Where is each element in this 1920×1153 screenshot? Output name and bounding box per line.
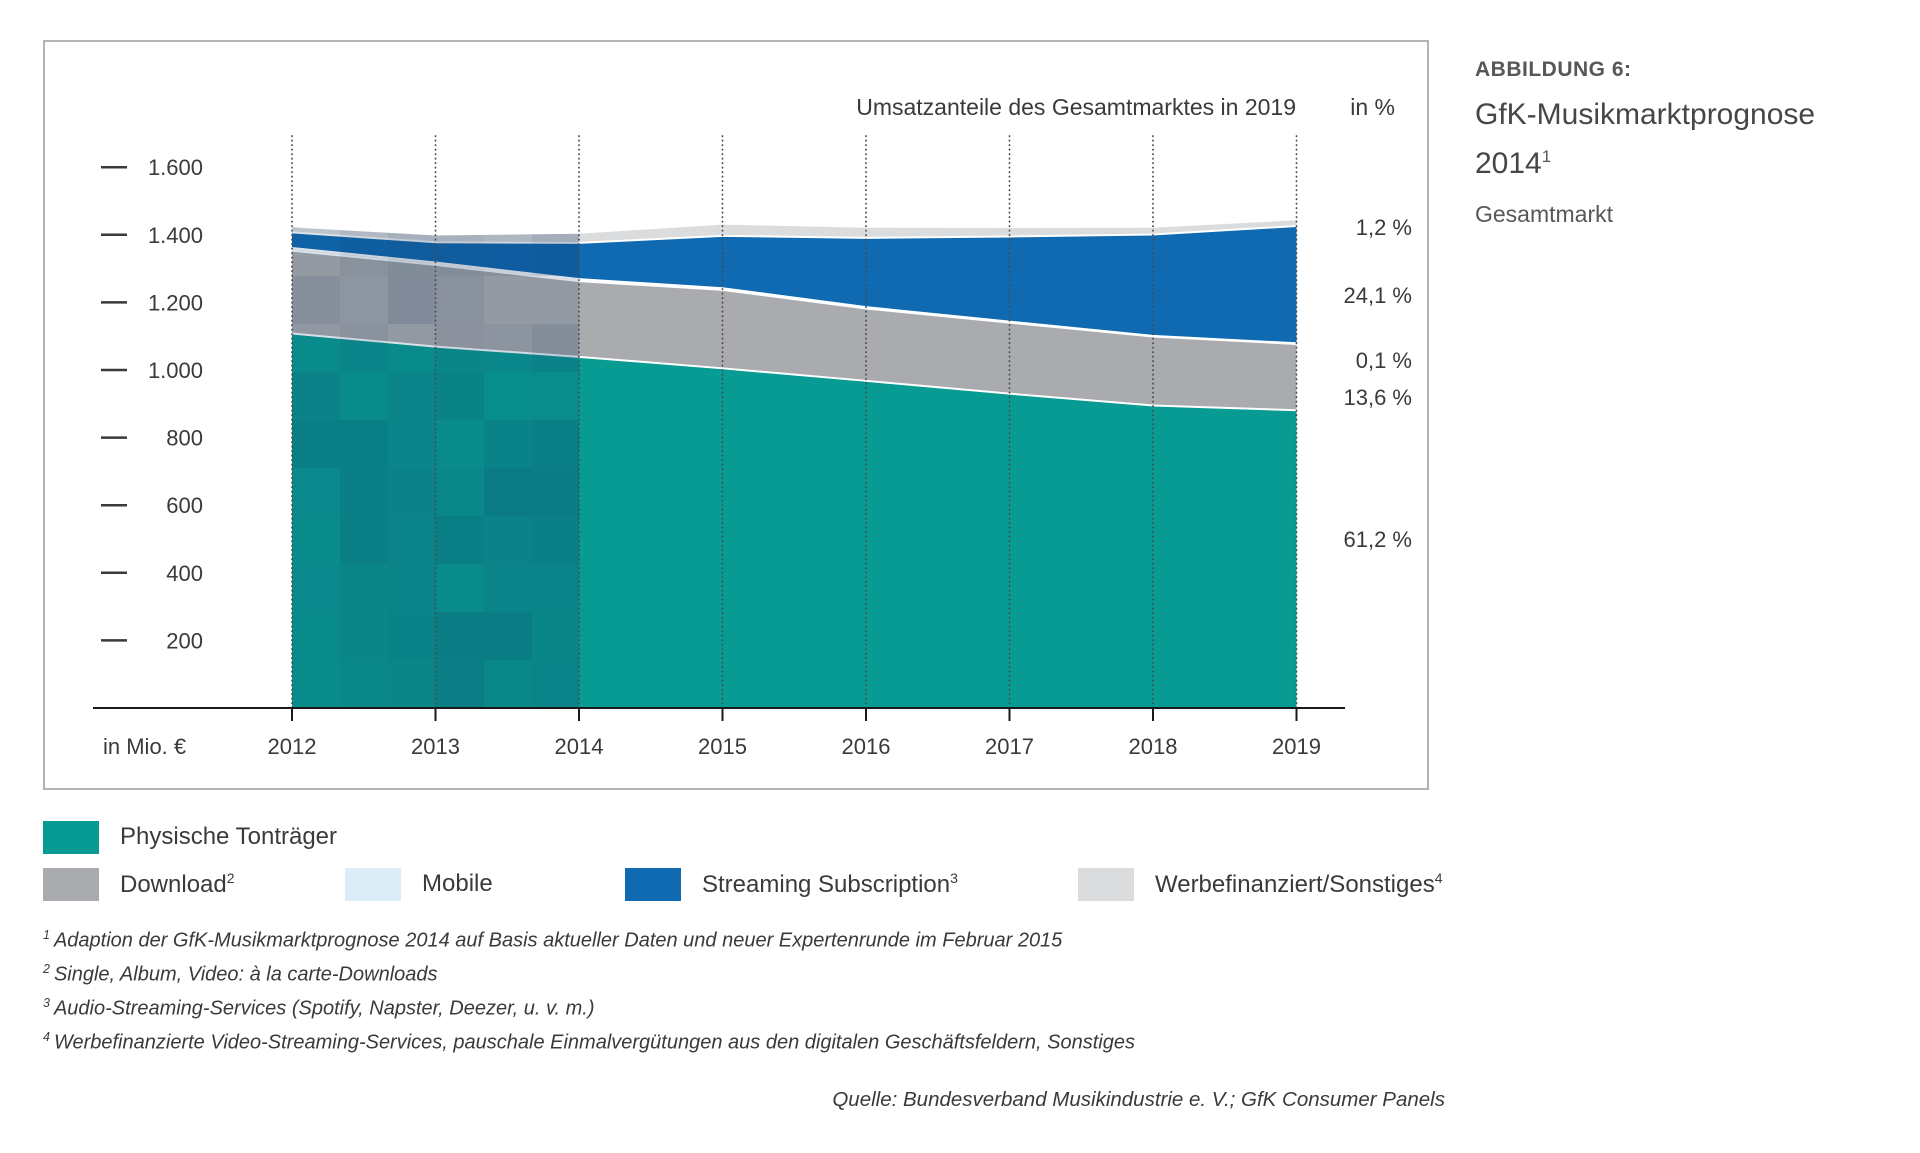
legend-item-mobile: Mobile bbox=[345, 867, 493, 901]
x-tick-label: 2014 bbox=[555, 734, 604, 759]
legend-swatch bbox=[43, 867, 99, 901]
share-label-werbefinanziert-sonstiges: 1,2 % bbox=[1356, 215, 1412, 240]
legend-item-physische-tontr-ger: Physische Tonträger bbox=[43, 820, 337, 854]
figure-title-line1: GfK-Musikmarktprognose bbox=[1475, 98, 1816, 131]
x-tick-label: 2013 bbox=[411, 734, 460, 759]
axis-unit-label: in Mio. € bbox=[103, 734, 186, 759]
figure-caption: ABBILDUNG 6: GfK-Musikmarktprognose 2014… bbox=[1475, 58, 1905, 228]
band-separator bbox=[291, 246, 1297, 345]
legend-swatch bbox=[625, 867, 681, 901]
figure-title: GfK-Musikmarktprognose 20141 bbox=[1475, 94, 1905, 185]
footnote-ref: 2 bbox=[43, 962, 50, 976]
area-download bbox=[292, 250, 1297, 411]
x-tick-label: 2018 bbox=[1129, 734, 1178, 759]
x-tick-label: 2019 bbox=[1272, 734, 1321, 759]
footnote-3: 3 Audio-Streaming-Services (Spotify, Nap… bbox=[43, 996, 595, 1020]
band-separator bbox=[291, 225, 1297, 244]
y-tick-label: 1.000 bbox=[148, 358, 203, 383]
legend-footnote-ref: 4 bbox=[1434, 869, 1443, 886]
footnote-ref: 4 bbox=[43, 1030, 50, 1044]
legend-footnote-ref: 3 bbox=[950, 869, 958, 886]
footnote-ref: 1 bbox=[43, 928, 50, 942]
legend-swatch bbox=[1078, 867, 1134, 901]
market-chart-svg: 2012 2013 2014 2015 2016 2017 2018 2019 in Mio. … bbox=[93, 94, 1413, 759]
legend-item-streaming-subscription: Streaming Subscription3 bbox=[625, 867, 958, 901]
legend-label: Streaming Subscription3 bbox=[702, 869, 958, 898]
figure-title-footnote-ref: 1 bbox=[1541, 147, 1552, 166]
legend-swatch bbox=[43, 820, 99, 854]
share-label-physische-tontr-ger: 61,2 % bbox=[1344, 527, 1413, 552]
band-separator bbox=[291, 332, 1297, 412]
pixelated-history-overlay bbox=[292, 220, 579, 708]
area-werbefinanziert-sonstiges bbox=[292, 220, 1297, 243]
share-label-mobile: 0,1 % bbox=[1356, 348, 1412, 373]
x-tick-label: 2017 bbox=[985, 734, 1034, 759]
legend-item-werbefinanziert-sonstiges: Werbefinanziert/Sonstiges4 bbox=[1078, 867, 1443, 901]
legend-label: Physische Tonträger bbox=[120, 823, 338, 850]
figure-subtitle: Gesamtmarkt bbox=[1475, 201, 1614, 227]
area-physische-tontr-ger bbox=[292, 333, 1297, 708]
legend-label: Mobile bbox=[422, 870, 493, 897]
chart-frame: 2012 2013 2014 2015 2016 2017 2018 2019 in Mio. … bbox=[43, 40, 1429, 790]
y-tick-label: 600 bbox=[166, 493, 203, 518]
legend-label: Download2 bbox=[120, 869, 235, 898]
area-streaming-subscription bbox=[292, 226, 1297, 344]
share-label-streaming-subscription: 24,1 % bbox=[1344, 283, 1413, 308]
footnote-ref: 3 bbox=[43, 996, 50, 1010]
legend-footnote-ref: 2 bbox=[226, 869, 235, 886]
legend-swatch bbox=[345, 867, 401, 901]
source-line: Quelle: Bundesverband Musikindustrie e. … bbox=[832, 1088, 1445, 1111]
x-tick-label: 2015 bbox=[698, 734, 747, 759]
chart-unit-label: in % bbox=[1350, 94, 1395, 120]
x-tick-label: 2016 bbox=[842, 734, 891, 759]
footnote-2: 2 Single, Album, Video: à la carte-Downl… bbox=[43, 962, 438, 986]
footnote-1: 1 Adaption der GfK-Musikmarktprognose 20… bbox=[43, 928, 1063, 952]
y-tick-label: 1.600 bbox=[148, 155, 203, 180]
chart-title: Umsatzanteile des Gesamtmarktes in 2019 bbox=[856, 94, 1296, 120]
figure-title-line2: 2014 bbox=[1475, 147, 1542, 180]
y-tick-label: 200 bbox=[166, 628, 203, 653]
share-label-download: 13,6 % bbox=[1344, 385, 1413, 410]
figure-label: ABBILDUNG 6: bbox=[1475, 58, 1632, 81]
x-tick-label: 2012 bbox=[268, 734, 317, 759]
footnote-4: 4 Werbefinanzierte Video-Streaming-Servi… bbox=[43, 1030, 1135, 1054]
y-tick-label: 800 bbox=[166, 426, 203, 451]
y-tick-label: 1.200 bbox=[148, 290, 203, 315]
y-tick-label: 1.400 bbox=[148, 223, 203, 248]
legend-item-download: Download2 bbox=[43, 867, 235, 901]
legend-label: Werbefinanziert/Sonstiges4 bbox=[1155, 869, 1443, 898]
y-tick-label: 400 bbox=[166, 561, 203, 586]
